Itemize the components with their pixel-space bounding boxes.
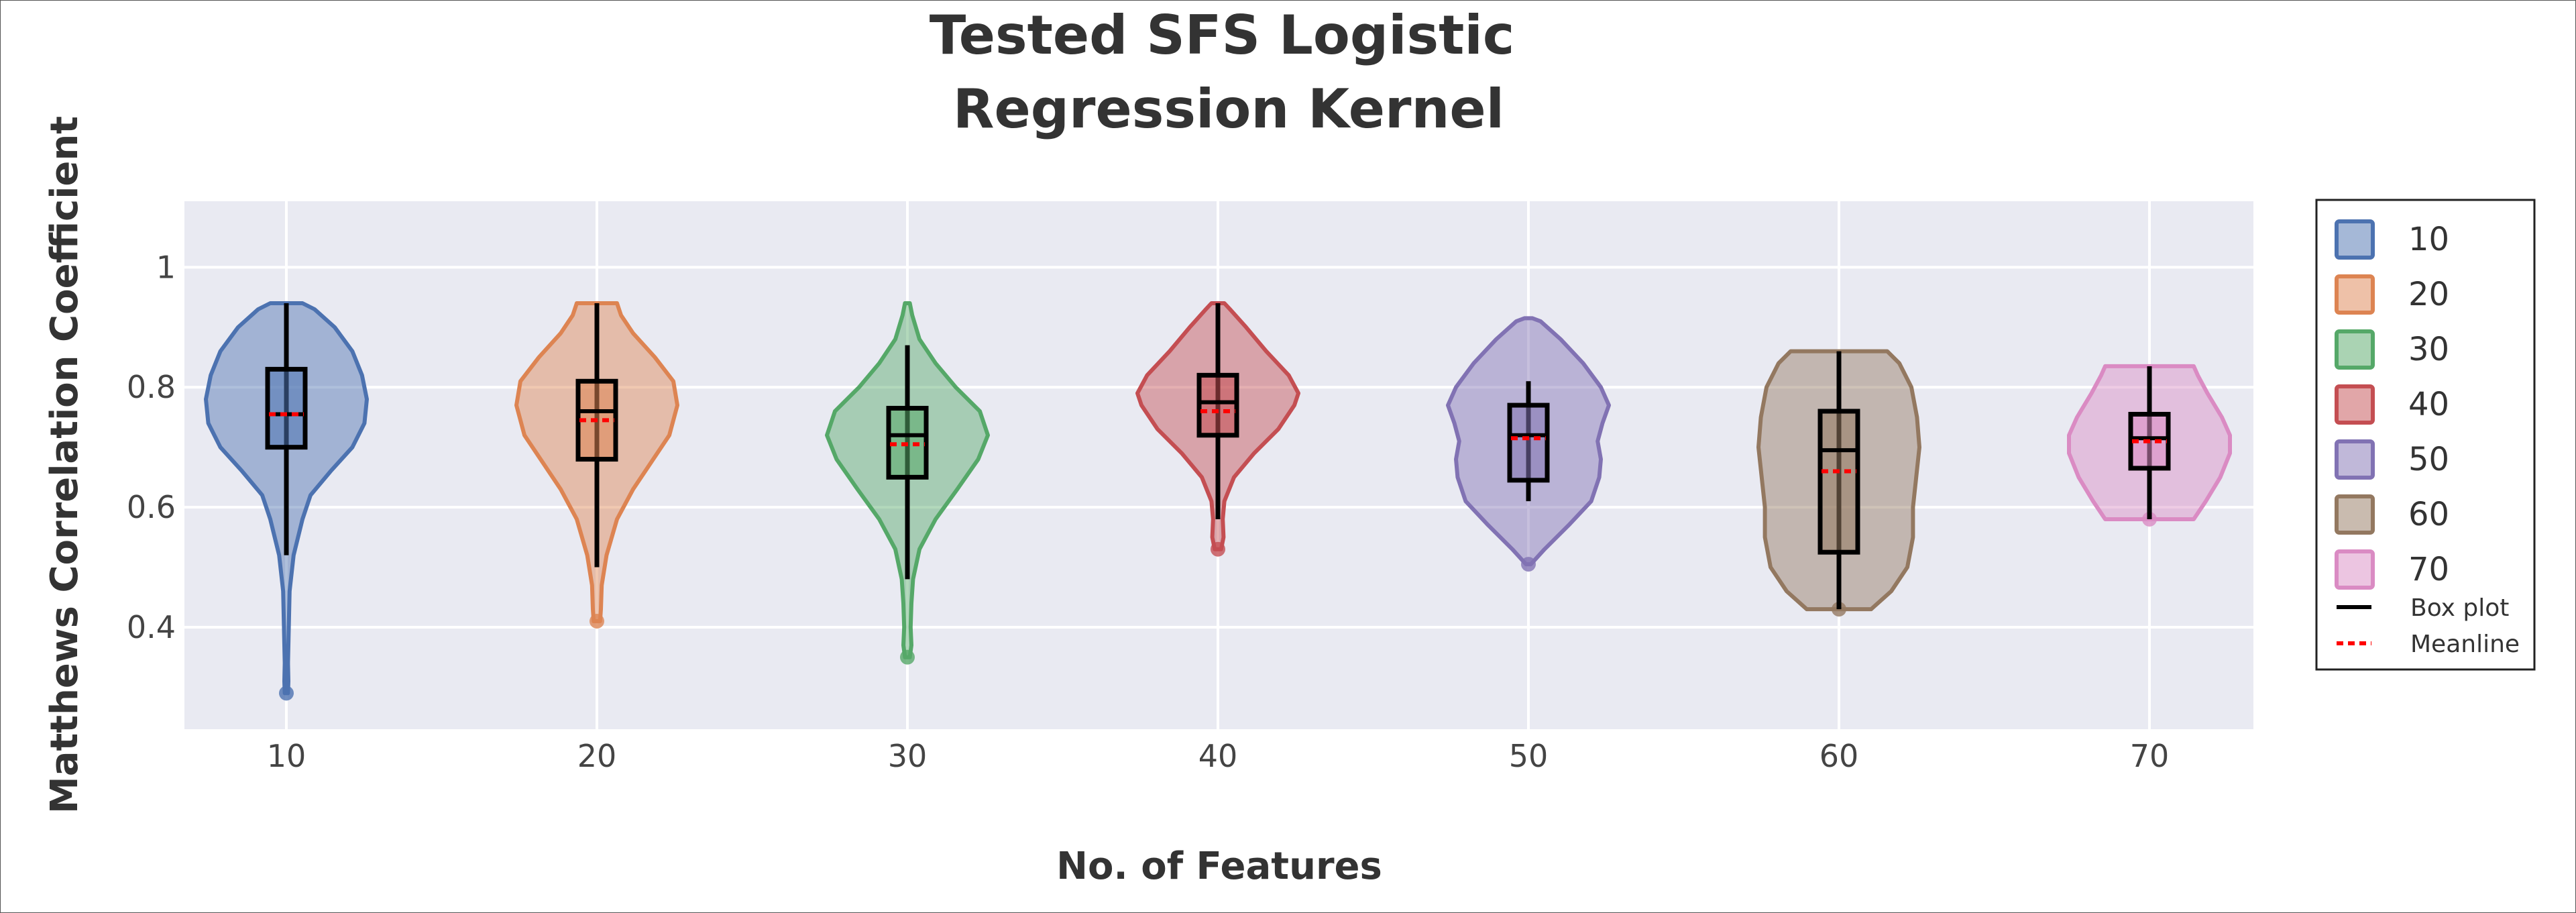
violin-40 (1135, 301, 1300, 557)
x-tick-label: 10 (267, 738, 306, 774)
box-iqr (1817, 409, 1860, 555)
violin-60 (1756, 349, 1921, 617)
legend-swatch-20 (2335, 274, 2375, 315)
y-tick-label: 0.6 (127, 489, 176, 525)
legend-swatch-50 (2335, 439, 2375, 480)
y-axis-ticks: 0.4 0.6 0.8 1 (127, 249, 176, 645)
box-iqr (1507, 402, 1550, 483)
legend-swatch-30 (2335, 329, 2375, 370)
x-axis-ticks: 10 20 30 40 50 60 70 (267, 738, 2170, 774)
legend: 10 20 30 40 50 60 70 Box plot Meanline (2315, 199, 2536, 671)
violin-min-point (1521, 557, 1536, 572)
legend-label-box-plot: Box plot (2410, 594, 2509, 622)
x-tick-label: 20 (577, 738, 617, 774)
legend-swatch-70 (2335, 549, 2375, 590)
legend-swatch-40 (2335, 384, 2375, 425)
violin-min-point (900, 649, 915, 665)
x-tick-label: 40 (1198, 738, 1238, 774)
legend-label-30: 30 (2408, 331, 2449, 368)
legend-label-60: 60 (2408, 496, 2449, 533)
x-tick-label: 60 (1819, 738, 1859, 774)
legend-label-10: 10 (2408, 221, 2449, 258)
x-axis-label: No. of Features (1056, 845, 1382, 888)
legend-label-40: 40 (2408, 386, 2449, 423)
x-tick-label: 70 (2130, 738, 2170, 774)
violin-min-point (279, 686, 294, 701)
chart-title-line-1: Tested SFS Logistic (930, 4, 1515, 66)
legend-swatch-10 (2335, 219, 2375, 260)
violin-30 (825, 301, 990, 665)
y-axis-label: Matthews Correlation Coefficient (43, 116, 87, 814)
legend-label-50: 50 (2408, 441, 2449, 478)
x-tick-label: 50 (1509, 738, 1549, 774)
x-tick-label: 30 (888, 738, 928, 774)
box-iqr (1196, 372, 1239, 438)
legend-label-20: 20 (2408, 276, 2449, 313)
box-iqr (265, 366, 308, 450)
legend-label-meanline: Meanline (2410, 631, 2520, 658)
violin-50 (1446, 316, 1611, 572)
y-tick-label: 0.4 (127, 609, 176, 645)
violin-min-point (590, 614, 604, 629)
violin-min-point (1211, 541, 1225, 557)
legend-label-70: 70 (2408, 551, 2449, 588)
box-iqr (2128, 411, 2171, 471)
legend-swatch-60 (2335, 494, 2375, 535)
chart-title-line-2: Regression Kernel (953, 78, 1504, 140)
violin-10 (204, 301, 369, 701)
violin-70 (2067, 364, 2232, 527)
violins (204, 301, 2232, 701)
y-tick-label: 0.8 (127, 369, 176, 405)
y-tick-label: 1 (156, 249, 176, 285)
violin-20 (514, 301, 679, 629)
